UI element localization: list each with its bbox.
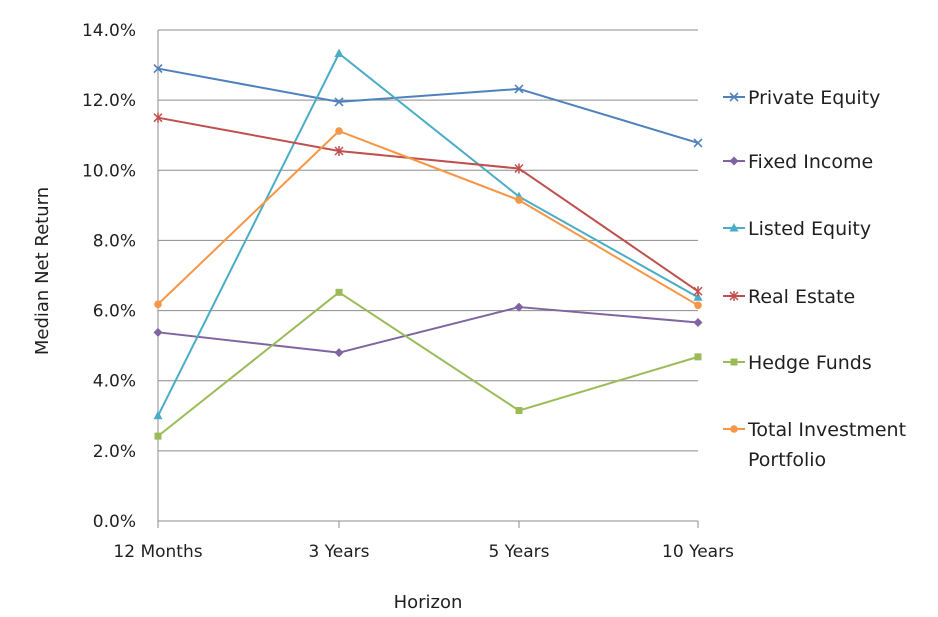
data-point [334, 145, 344, 156]
y-tick-label: 10.0% [82, 161, 136, 181]
y-axis-ticks: 0.0% 2.0% 4.0% 6.0% 8.0% 10.0% 12.0% 14.0% [82, 21, 159, 532]
x-axis-title: Horizon [394, 592, 463, 613]
legend-item: Fixed Income [723, 151, 873, 173]
data-point [515, 196, 523, 204]
legend-item: Hedge Funds [723, 352, 872, 374]
legend-item: Private Equity [723, 87, 880, 109]
series-fixed-income [153, 302, 703, 358]
y-tick-label: 0.0% [93, 512, 136, 532]
x-tick-label: 3 Years [308, 542, 369, 562]
data-point [335, 288, 343, 296]
data-point [729, 223, 739, 232]
legend-label: Real Estate [748, 286, 855, 308]
data-point [514, 163, 524, 174]
data-point [153, 410, 163, 420]
x-axis: 12 Months 3 Years 5 Years 10 Years [113, 520, 734, 562]
data-point [729, 291, 739, 301]
series-hedge-funds [154, 288, 702, 440]
legend-item: Total Investment Portfolio [723, 419, 906, 471]
series-real-estate [153, 112, 703, 297]
gridlines [158, 29, 698, 452]
legend-label: Hedge Funds [748, 352, 872, 374]
y-axis-title: Median Net Return [32, 187, 53, 355]
legend-label: Private Equity [748, 87, 880, 109]
legend-label: Listed Equity [748, 218, 871, 240]
legend: Private Equity Fixed Income Listed Equity R… [723, 87, 906, 471]
y-tick-label: 4.0% [93, 372, 136, 392]
series-line [157, 52, 699, 417]
data-point [153, 327, 163, 337]
data-point [694, 301, 702, 310]
data-point [693, 138, 703, 148]
data-point [693, 292, 703, 301]
x-tick-label: 12 Months [113, 542, 202, 562]
legend-label: Total Investment [747, 419, 906, 441]
data-point [335, 127, 343, 135]
data-point [515, 407, 523, 415]
data-point [730, 358, 738, 366]
legend-item: Listed Equity [723, 218, 871, 240]
y-tick-label: 8.0% [93, 231, 136, 251]
data-point [514, 84, 524, 94]
data-point [153, 112, 163, 123]
data-point [154, 432, 162, 440]
series-line [157, 67, 699, 144]
data-point [514, 302, 524, 312]
data-point [334, 348, 344, 358]
data-point [334, 97, 344, 107]
series-listed-equity [153, 48, 703, 420]
x-tick-label: 5 Years [488, 542, 549, 562]
legend-label: Portfolio [748, 449, 826, 471]
series-line [157, 130, 699, 307]
data-point [334, 48, 344, 57]
series-total-investment-portfolio [154, 127, 702, 310]
series-lines [153, 48, 703, 440]
series-line [157, 116, 699, 293]
legend-item: Real Estate [723, 286, 855, 308]
data-point [153, 64, 163, 74]
series-line [157, 291, 699, 437]
y-tick-label: 2.0% [93, 442, 136, 462]
y-tick-label: 14.0% [82, 21, 136, 41]
data-point [693, 317, 703, 327]
series-line [157, 306, 699, 354]
data-point [154, 300, 162, 309]
legend-label: Fixed Income [748, 151, 873, 173]
y-tick-label: 6.0% [93, 302, 136, 322]
y-tick-label: 12.0% [82, 91, 136, 111]
x-tick-label: 10 Years [662, 542, 734, 562]
data-point [729, 92, 739, 102]
series-private-equity [153, 64, 703, 148]
data-point [729, 156, 739, 166]
data-point [693, 286, 703, 297]
data-point [694, 353, 702, 361]
data-point [730, 425, 738, 433]
